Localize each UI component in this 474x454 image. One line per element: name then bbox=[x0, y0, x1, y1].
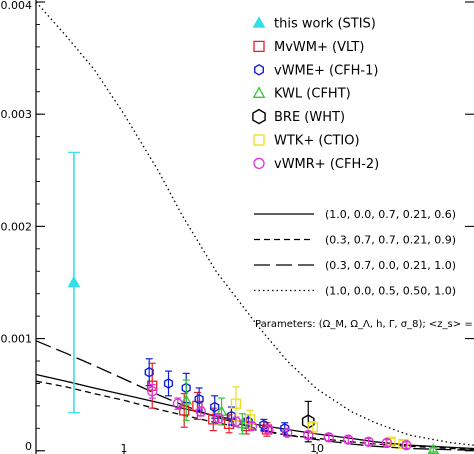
data-point bbox=[144, 366, 154, 378]
legend-label: this work (STIS) bbox=[274, 17, 376, 32]
legend-marker bbox=[253, 157, 265, 170]
legend-marker bbox=[252, 108, 266, 125]
data-point bbox=[303, 429, 314, 441]
data-point bbox=[230, 416, 242, 427]
legend-label: vWME+ (CFH-1) bbox=[274, 63, 378, 78]
legend-model-label: (0.3, 0.7, 0.7, 0.21, 0.9) bbox=[325, 234, 456, 247]
data-point bbox=[180, 393, 193, 405]
legend-label: BRE (WHT) bbox=[274, 110, 345, 125]
legend-model-label: (1.0, 0.0, 0.5, 0.50, 1.0) bbox=[325, 285, 456, 298]
data-point bbox=[230, 398, 242, 409]
legend-label: KWL (CFHT) bbox=[274, 87, 351, 102]
x-tick-label: 1 bbox=[121, 442, 128, 454]
model-curve-3 bbox=[35, 340, 474, 451]
data-point bbox=[323, 432, 334, 443]
parameters-label: Parameters: (Ω_M, Ω_Λ, h, Γ, σ_8); <z_s>… bbox=[255, 319, 474, 330]
data-point bbox=[213, 413, 225, 424]
data-point bbox=[363, 436, 374, 447]
data-point bbox=[179, 405, 190, 416]
series-2 bbox=[147, 362, 273, 437]
legend-label: vWMR+ (CFH-2) bbox=[274, 157, 379, 172]
data-point bbox=[427, 443, 440, 454]
data-point bbox=[280, 422, 290, 434]
legend-label: WTK+ (CTIO) bbox=[274, 134, 360, 149]
y-tick-label: 0.004 bbox=[1, 0, 33, 12]
data-point bbox=[263, 424, 274, 435]
y-tick-label: 0.001 bbox=[1, 333, 33, 346]
y-tick-label: 0.002 bbox=[1, 220, 33, 233]
data-point bbox=[172, 398, 183, 409]
series-1 bbox=[67, 151, 81, 414]
legend: this work (STIS) MvWM+ (VLT) vWME+ (CFH-1)… bbox=[252, 16, 474, 330]
legend-marker bbox=[253, 63, 264, 76]
model-curve-4 bbox=[35, 1, 474, 446]
axes-frame bbox=[35, 0, 37, 454]
legend-model-label: (1.0, 0.0, 0.7, 0.21, 0.6) bbox=[325, 208, 456, 221]
data-point bbox=[401, 440, 412, 451]
legend-model-label: (0.3, 0.7, 0.0, 0.21, 1.0) bbox=[325, 259, 456, 272]
data-point bbox=[194, 393, 204, 405]
data-point bbox=[208, 414, 219, 425]
data-point bbox=[67, 275, 81, 288]
data-point bbox=[163, 378, 174, 389]
data-point bbox=[244, 414, 256, 425]
x-tick-label: 10 bbox=[310, 442, 324, 454]
model-curves bbox=[35, 1, 474, 451]
data-point bbox=[343, 434, 354, 445]
data-point bbox=[215, 405, 228, 416]
data-point bbox=[381, 437, 393, 449]
series-4 bbox=[180, 379, 440, 454]
data-point bbox=[243, 416, 253, 427]
model-curve-1 bbox=[35, 373, 474, 450]
data-points bbox=[67, 151, 440, 454]
data-point bbox=[147, 386, 158, 397]
data-point bbox=[195, 406, 206, 417]
y-tick-label: 0.003 bbox=[1, 108, 33, 121]
legend-marker bbox=[252, 86, 266, 98]
data-point bbox=[210, 401, 220, 413]
legend-marker bbox=[252, 16, 266, 28]
data-point bbox=[282, 427, 293, 438]
data-point bbox=[307, 422, 318, 433]
legend-label: MvWM+ (VLT) bbox=[274, 40, 364, 55]
legend-marker bbox=[253, 40, 265, 53]
data-point bbox=[246, 420, 258, 432]
series-7 bbox=[147, 383, 412, 451]
legend-marker bbox=[253, 134, 265, 146]
y-tick-label: 0 bbox=[25, 440, 32, 453]
